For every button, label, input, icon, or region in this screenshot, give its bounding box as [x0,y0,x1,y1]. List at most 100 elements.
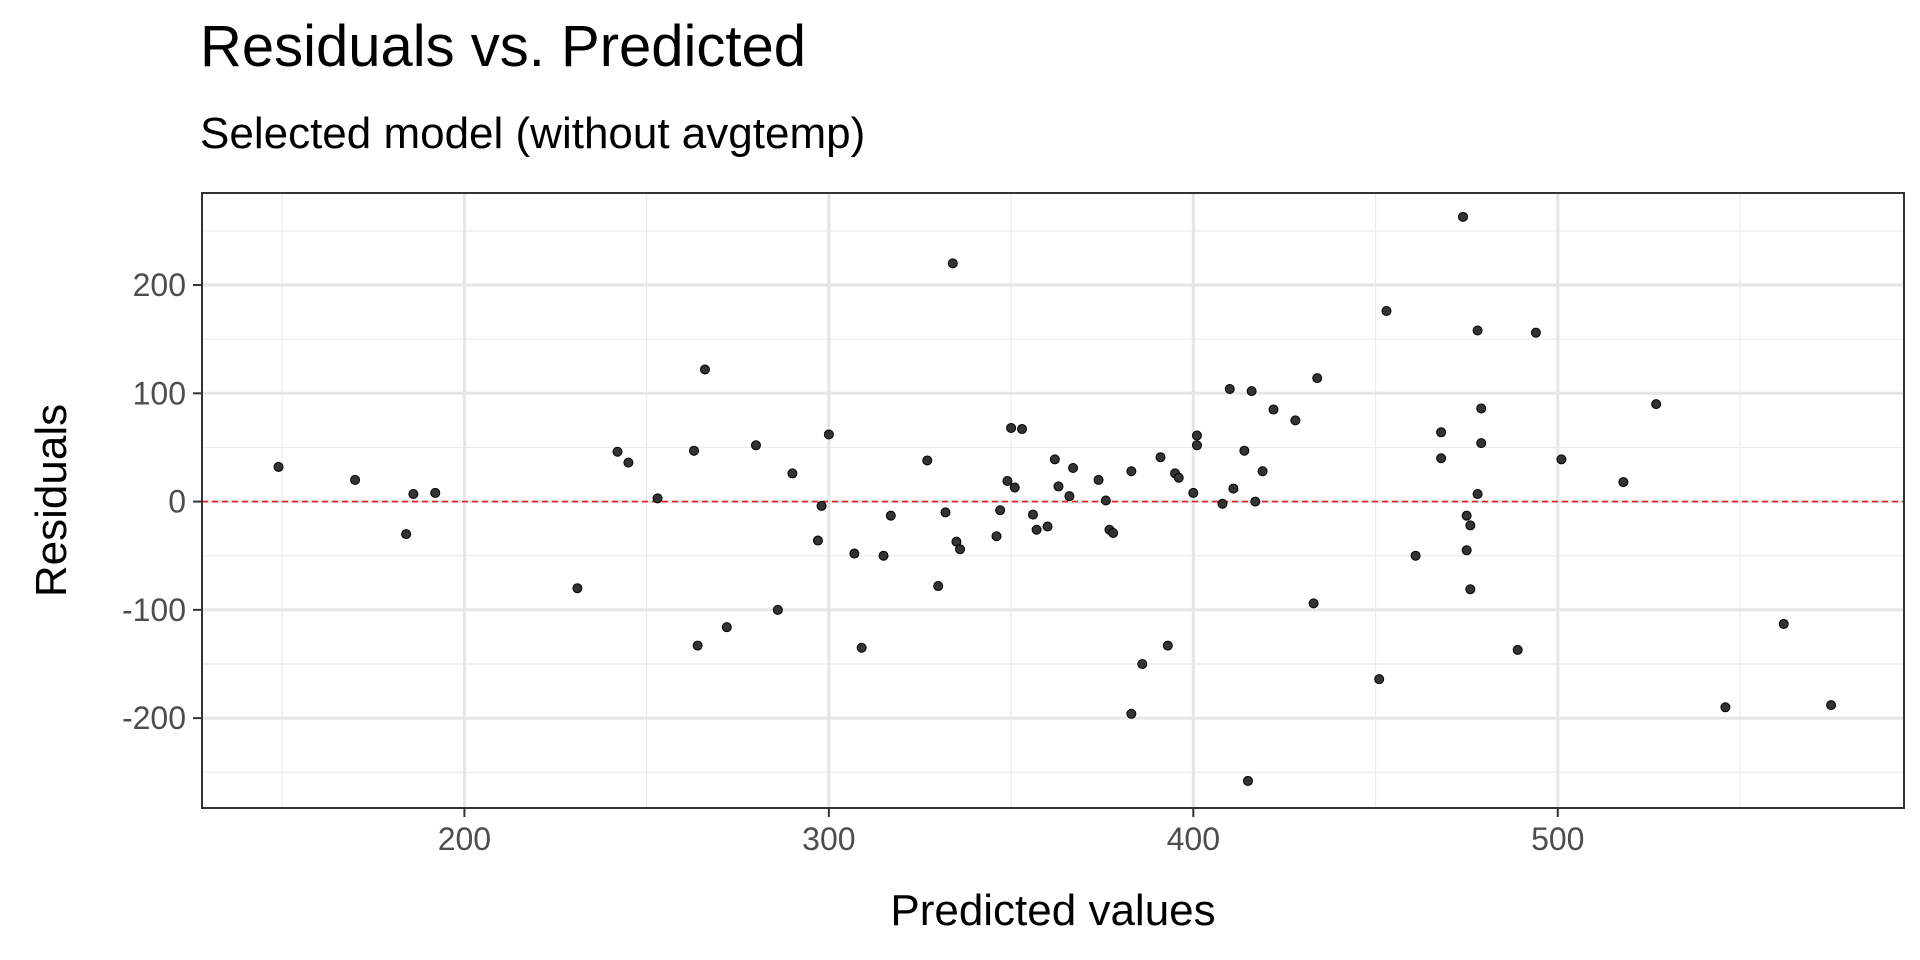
grid-major [202,193,1904,808]
grid-minor [202,193,1904,808]
data-point [1465,520,1476,531]
data-point [1476,403,1487,414]
data-point [1009,482,1020,493]
data-point [1410,550,1421,561]
data-point [1381,306,1392,317]
data-point [750,440,761,451]
data-point [1137,658,1148,669]
x-tick-label: 200 [438,821,491,857]
data-point [812,535,823,546]
data-point [689,445,700,456]
data-point [1242,775,1253,786]
chart-title: Residuals vs. Predicted [200,14,807,79]
data-point [1126,708,1137,719]
data-point [692,640,703,651]
data-point [1006,422,1017,433]
y-axis-ticks: 200 100 0 -100 -200 [122,267,202,736]
data-point [1530,327,1541,338]
data-point [991,531,1002,542]
data-point [772,604,783,615]
data-point [1556,454,1567,465]
data-point [1173,472,1184,483]
y-tick-label: 0 [168,484,186,520]
data-point [1068,463,1079,474]
data-point [623,457,634,468]
data-point [652,493,663,504]
y-tick-label: -100 [122,592,186,628]
data-point [1191,430,1202,441]
data-point [1246,386,1257,397]
x-axis-title: Predicted values [890,886,1215,935]
data-point [1512,644,1523,655]
data-point [1290,415,1301,426]
data-point [1031,524,1042,535]
data-point [816,500,827,511]
data-point [1465,584,1476,595]
data-point [1155,452,1166,463]
data-point [849,548,860,559]
data-point [823,429,834,440]
data-point [699,364,710,375]
data-point [1217,498,1228,509]
x-axis-ticks: 200 300 400 500 [438,808,1584,857]
data-point [1826,700,1837,711]
data-point [1100,495,1111,506]
data-point [1778,618,1789,629]
data-point [401,529,412,540]
data-point [1053,481,1064,492]
data-point [1027,509,1038,520]
data-point [1188,487,1199,498]
data-point [350,474,361,485]
data-point [1472,325,1483,336]
data-point [1017,424,1028,435]
data-point [1651,399,1662,410]
data-point [430,487,441,498]
y-tick-label: -200 [122,700,186,736]
data-point [1042,521,1053,532]
data-point [1108,527,1119,538]
data-point [1002,476,1013,487]
data-point [1126,466,1137,477]
data-point [1257,466,1268,477]
data-point [1191,440,1202,451]
data-point [1228,483,1239,494]
data-point [1250,496,1261,507]
data-point [787,468,798,479]
data-point [1049,454,1060,465]
data-point [1374,674,1385,685]
data-point [1436,453,1447,464]
x-tick-label: 500 [1531,821,1584,857]
data-point [933,581,944,592]
y-tick-label: 100 [133,375,186,411]
data-point [721,622,732,633]
data-point [1064,491,1075,502]
data-points [273,211,1837,786]
data-point [940,507,951,518]
chart-subtitle: Selected model (without avgtemp) [200,109,866,158]
data-point [922,455,933,466]
data-point [1461,510,1472,521]
data-point [1476,438,1487,449]
data-point [1436,427,1447,438]
data-point [1093,474,1104,485]
data-point [572,583,583,594]
data-point [1224,383,1235,394]
panel-border [201,192,1905,809]
data-point [1312,373,1323,384]
data-point [995,505,1006,516]
data-point [885,510,896,521]
data-point [955,544,966,555]
data-point [1239,445,1250,456]
y-axis-title: Residuals [27,404,76,597]
y-tick-label: 200 [133,267,186,303]
data-point [878,550,889,561]
data-point [856,642,867,653]
data-point [1458,211,1469,222]
data-point [1461,545,1472,556]
data-point [1308,598,1319,609]
data-point [1720,702,1731,713]
data-point [1618,477,1629,488]
x-tick-label: 400 [1167,821,1220,857]
data-point [947,258,958,269]
